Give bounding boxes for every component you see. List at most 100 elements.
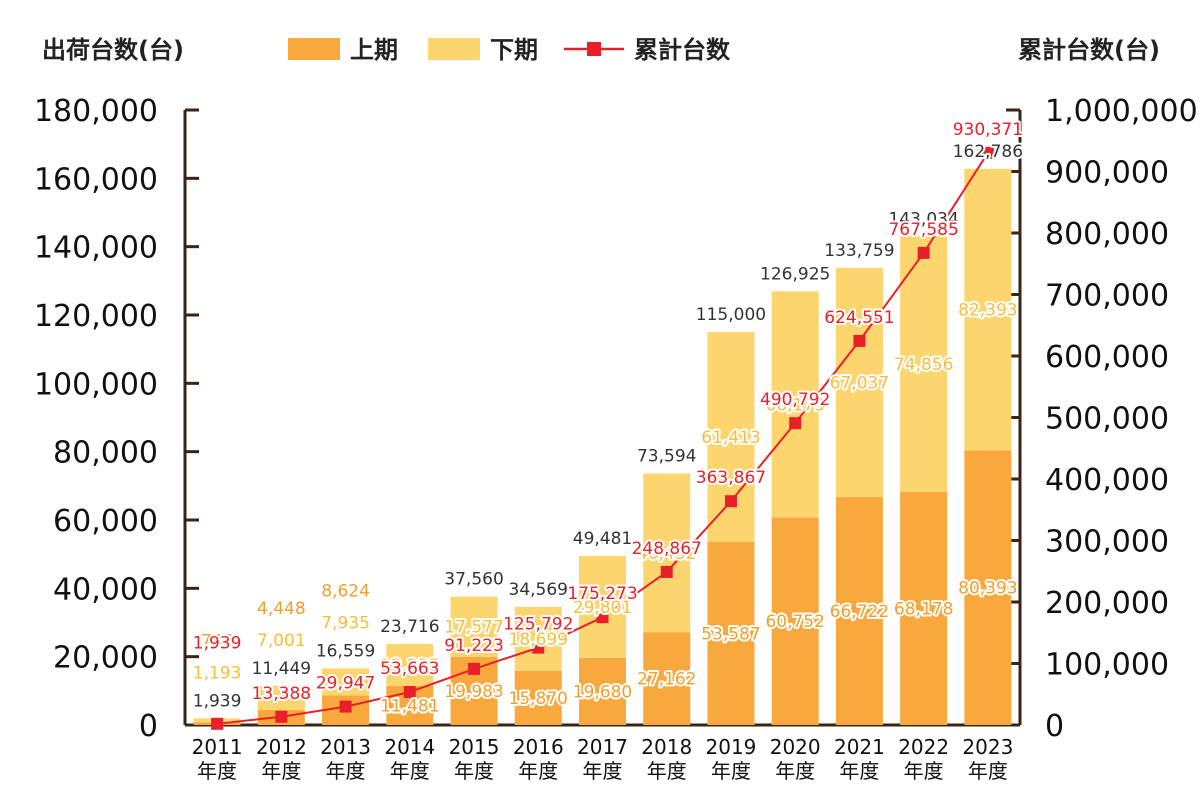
cumulative-label: 490,792 [760,390,830,410]
first-half-label: 8,624 [321,581,370,601]
total-label: 37,560 [444,570,503,590]
left-tick-label: 80,000 [53,436,158,471]
first-half-label: 27,162 [637,670,696,690]
legend: 上期 下期 累計台数 [288,36,731,64]
first-half-label: 66,722 [830,602,889,622]
legend-swatch-h1 [288,38,340,60]
category-suffix-label: 年度 [390,759,430,783]
second-half-label: 61,413 [701,428,760,448]
total-label: 1,939 [193,691,242,711]
total-label: 143,034 [888,209,958,229]
right-axis: 0 100,000 200,000 300,000 400,000 500,000 600,… [1006,94,1198,744]
bar-second-half [450,596,498,657]
total-label: 23,716 [380,617,439,637]
left-axis: 0 20,000 40,000 60,000 80,000 100,000 120,000 1… [34,94,1020,744]
category-year-label: 2013 [320,735,371,759]
second-half-label: 46,432 [637,544,696,564]
left-tick-label: 180,000 [34,94,158,129]
cumulative-marker [339,700,352,713]
second-half-label: 74,856 [894,355,953,375]
legend-label-cumulative: 累計台数 [634,36,731,64]
cumulative-label: 13,388 [252,684,311,704]
category-suffix-label: 年度 [583,759,623,783]
cumulative-marker [917,246,930,259]
cumulative-label: 363,867 [696,468,766,488]
right-tick-label: 400,000 [1045,463,1169,498]
total-label: 162,786 [953,142,1023,162]
data-labels: 1,9391,1937461,93911,4497,0014,44813,388… [191,118,1025,719]
second-half-label: 18,699 [509,630,568,650]
first-half-label: 53,587 [701,624,760,644]
category-year-label: 2018 [641,735,692,759]
second-half-label: 7,935 [321,613,370,633]
cumulative-label: 53,663 [380,659,439,679]
right-tick-label: 1,000,000 [1045,94,1198,129]
second-half-label: 82,393 [958,301,1017,321]
bar-first-half [835,497,883,725]
legend-label-h1: 上期 [350,36,398,64]
bar-second-half [900,236,948,493]
cumulative-label: 624,551 [824,308,894,328]
second-half-label: 29,801 [573,598,632,618]
bar-first-half [514,670,562,725]
second-half-label: 67,037 [830,374,889,394]
left-tick-label: 160,000 [34,162,158,197]
bar-first-half [771,517,819,725]
first-half-label: 746 [201,631,233,651]
category-suffix-label: 年度 [711,759,751,783]
total-label: 133,759 [824,241,894,261]
second-half-label: 1,193 [193,663,242,683]
left-tick-label: 120,000 [34,299,158,334]
left-tick-label: 100,000 [34,367,158,402]
cumulative-marker [532,641,545,654]
bar-first-half [964,450,1012,725]
category-suffix-label: 年度 [968,759,1008,783]
cumulative-label: 29,947 [316,674,375,694]
left-tick-label: 140,000 [34,231,158,266]
cumulative-marker [275,710,288,723]
cumulative-label: 125,792 [503,615,573,635]
first-half-label: 60,752 [765,612,824,632]
category-year-label: 2023 [962,735,1013,759]
right-tick-label: 500,000 [1045,402,1169,437]
category-suffix-label: 年度 [647,759,687,783]
right-tick-label: 100,000 [1045,648,1169,683]
category-suffix-label: 年度 [454,759,494,783]
category-year-label: 2014 [384,735,435,759]
category-year-label: 2022 [898,735,949,759]
bar-second-half [386,643,434,686]
first-half-label: 15,870 [509,689,568,709]
cumulative-marker [403,685,416,698]
bar-second-half [322,668,370,696]
right-tick-label: 0 [1045,709,1064,744]
left-tick-label: 40,000 [53,572,158,607]
legend-marker-cumulative [587,42,601,56]
cumulative-label: 767,585 [888,220,958,240]
bar-second-half [964,168,1012,451]
right-tick-label: 200,000 [1045,586,1169,621]
cumulative-marker [981,146,994,159]
category-year-label: 2015 [449,735,500,759]
cumulative-marker [596,611,609,624]
right-tick-label: 800,000 [1045,217,1169,252]
second-half-label: 12,235 [380,656,439,676]
total-label: 115,000 [696,305,766,325]
cumulative-marker [660,565,673,578]
cumulative-label: 248,867 [632,539,702,559]
second-half-label: 66,173 [765,395,824,415]
category-suffix-label: 年度 [775,759,815,783]
category-suffix-label: 年度 [261,759,301,783]
first-half-label: 80,393 [958,579,1017,599]
first-half-label: 19,680 [573,682,632,702]
bar-first-half [643,632,691,725]
second-half-label: 7,001 [257,631,306,651]
cumulative-marker [789,417,802,430]
total-label: 34,569 [509,580,568,600]
bar-second-half [835,267,883,498]
category-year-label: 2020 [770,735,821,759]
cumulative-label: 1,939 [193,633,242,653]
category-year-label: 2016 [513,735,564,759]
category-suffix-label: 年度 [904,759,944,783]
right-axis-title: 累計台数(台) [1018,36,1160,64]
